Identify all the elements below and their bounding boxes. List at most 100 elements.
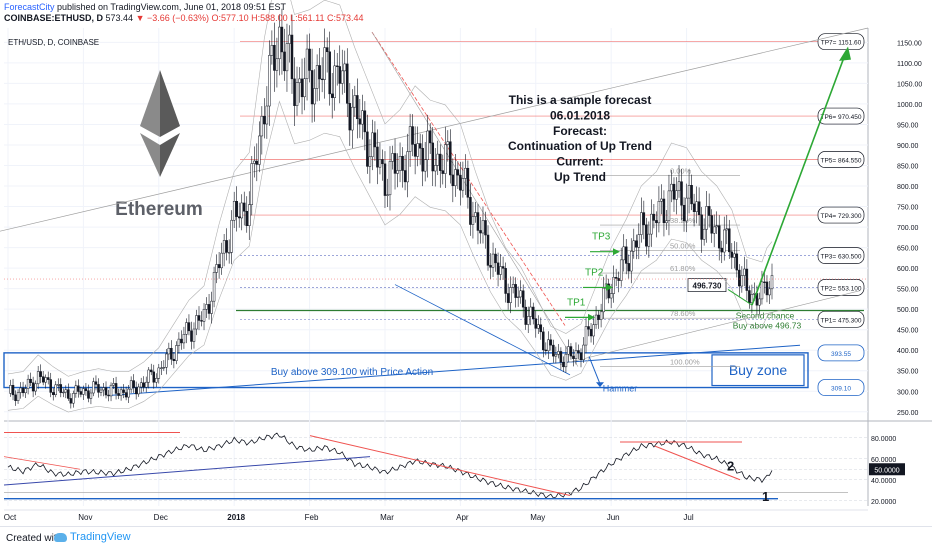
x-tick-label: May (530, 513, 545, 522)
osc-y-tick-label: 40.0000 (871, 478, 896, 485)
candle-body (160, 367, 163, 369)
y-tick-label: 700.00 (897, 225, 919, 232)
candle-body (421, 147, 424, 172)
candle-body (237, 216, 241, 219)
candle-body (102, 387, 105, 391)
candle-body (273, 45, 276, 71)
y-tick-label: 850.00 (897, 164, 919, 171)
tradingview-logo[interactable]: TradingView (54, 531, 131, 543)
candle-body (215, 264, 218, 273)
candle-body (682, 204, 686, 222)
support-line (559, 290, 861, 365)
osc-mark-1: 1 (762, 489, 769, 504)
candle-body (491, 253, 495, 268)
candle-body (376, 146, 379, 168)
candle-body (725, 228, 729, 231)
candle-body (117, 393, 120, 396)
candle-body (320, 78, 324, 81)
candle-body (167, 347, 171, 355)
candle-body (516, 296, 520, 298)
candle-body (554, 354, 558, 357)
candle-body (717, 225, 721, 249)
candle-body (260, 115, 264, 137)
candle-body (687, 185, 691, 199)
candle-body (185, 322, 188, 335)
candle-body (526, 316, 530, 325)
candle-body (740, 275, 744, 287)
candle-body (310, 70, 314, 105)
candle-body (16, 392, 20, 401)
second-chance-pointer (727, 289, 753, 306)
candle-body (11, 385, 15, 396)
candle-body (532, 306, 535, 319)
candle-body (723, 229, 726, 253)
candle-body (433, 165, 437, 172)
candle-body (235, 201, 238, 217)
candle-body (559, 351, 563, 363)
candle-body (524, 306, 527, 325)
candle-body (59, 384, 63, 393)
candle-body (72, 393, 75, 404)
osc-y-tick-label: 60.0000 (871, 457, 896, 464)
candle-body (642, 212, 646, 226)
candle-body (743, 268, 746, 276)
candle-body (325, 47, 329, 53)
y-tick-label: 1150.00 (897, 40, 922, 47)
candle-body (594, 314, 598, 325)
candle-body (398, 156, 402, 171)
second-chance-title: Second chance (736, 310, 795, 320)
candle-body (655, 220, 658, 224)
tp-arrow-label: TP2 (585, 267, 604, 278)
candle-body (278, 26, 281, 60)
target-label-box (817, 247, 865, 264)
candle-body (248, 204, 251, 226)
symbol-label[interactable]: COINBASE:ETHUSD, D (4, 13, 104, 23)
candle-body (599, 311, 603, 320)
candle-body (428, 130, 432, 144)
candle-body (637, 234, 641, 248)
y-tick-label: 500.00 (897, 307, 919, 314)
candle-body (338, 66, 341, 84)
buy-zone-title: Buy zone (729, 362, 788, 378)
fib-label: 61.80% (670, 264, 696, 273)
osc-line (7, 432, 773, 499)
y-tick-label: 250.00 (897, 410, 919, 417)
candle-body (667, 190, 671, 222)
candle-body (255, 160, 259, 165)
candle-body (333, 65, 336, 98)
candle-body (162, 367, 166, 369)
candle-body (89, 392, 93, 399)
candle-body (31, 382, 35, 392)
candle-body (202, 308, 206, 322)
candle-body (305, 48, 309, 79)
target-label: TP5= 864.550 (820, 158, 861, 165)
candle-body (119, 389, 123, 396)
candle-body (446, 141, 450, 145)
candle-body (366, 131, 369, 167)
second-chance-note: Buy above 496.73 (733, 321, 802, 331)
candle-body (549, 339, 553, 346)
candle-body (461, 178, 465, 191)
candle-body (650, 213, 653, 235)
candle-body (225, 240, 228, 253)
candle-body (210, 300, 213, 314)
candle-body (602, 287, 605, 313)
candle-body (250, 163, 254, 205)
publisher-link[interactable]: ForecastCity (4, 2, 55, 12)
forecast-arrow-line (751, 54, 846, 306)
candle-body (200, 320, 203, 322)
hammer-pointer (588, 356, 601, 385)
y-tick-label: 950.00 (897, 122, 919, 129)
target-label-box (817, 310, 865, 328)
candle-body (92, 381, 95, 394)
candle-body (476, 212, 480, 231)
candle-body (127, 388, 130, 398)
candle-body (675, 190, 678, 200)
candle-body (217, 264, 221, 269)
candle-body (765, 281, 769, 296)
candle-body (268, 55, 271, 107)
candle-body (567, 346, 570, 355)
candle-body (383, 163, 387, 196)
candle-body (587, 326, 590, 330)
candle-body (258, 135, 261, 165)
